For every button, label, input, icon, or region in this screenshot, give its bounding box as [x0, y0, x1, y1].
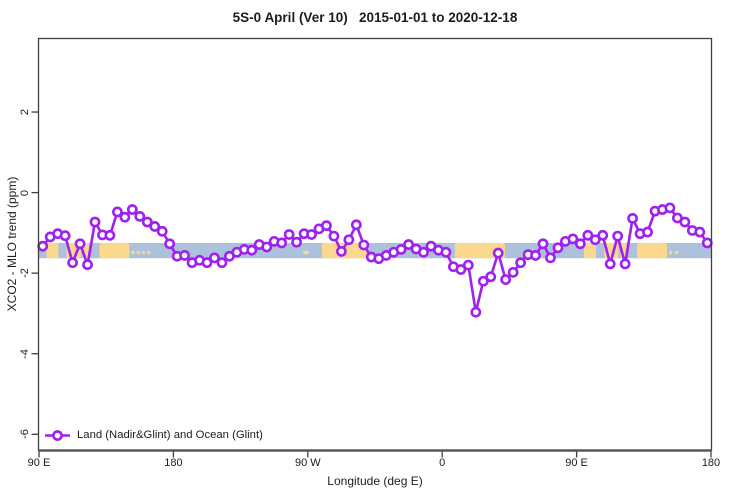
data-point-marker [291, 236, 302, 248]
data-point-marker [149, 221, 161, 232]
data-point-marker [350, 219, 362, 231]
data-point-marker [485, 271, 497, 283]
data-point-marker [335, 246, 347, 257]
map-band-island-speckle [136, 250, 141, 255]
data-point-marker [358, 239, 370, 251]
data-point-marker [455, 264, 467, 275]
data-point-marker [82, 259, 93, 271]
map-band-land-patch [637, 242, 667, 259]
chart-title: 5S-0 April (Ver 10) 2015-01-01 to 2020-1… [232, 10, 518, 25]
data-point-marker [664, 202, 676, 214]
data-point-marker [612, 230, 624, 242]
data-point-marker [74, 238, 86, 250]
data-point-marker [440, 246, 452, 258]
data-point-marker [627, 212, 638, 224]
data-point-marker [597, 229, 609, 241]
map-band-island-speckle [305, 250, 309, 255]
data-point-marker [679, 216, 691, 228]
data-point-marker [104, 229, 116, 241]
data-point-marker [321, 220, 332, 232]
legend-label: Land (Nadir&Glint) and Ocean (Glint) [77, 429, 263, 441]
data-point-marker [328, 230, 340, 242]
data-point-marker [619, 258, 631, 270]
data-point-marker [418, 246, 429, 258]
y-axis-title: XCO2 - MLO trend (ppm) [5, 176, 19, 312]
data-point-marker [492, 247, 504, 259]
data-point-marker [276, 237, 288, 249]
data-point-marker [589, 234, 601, 246]
data-point-marker [156, 225, 168, 237]
data-point-marker [574, 238, 586, 250]
data-point-marker [141, 216, 153, 228]
map-band-land-patch [99, 242, 130, 259]
data-point-marker [477, 275, 489, 287]
data-point-marker [209, 252, 220, 264]
data-point-marker [216, 257, 228, 269]
legend-marker-sample [52, 430, 63, 441]
data-point-marker [246, 244, 258, 256]
data-point-marker [306, 229, 317, 240]
data-point-marker [694, 226, 706, 238]
data-point-marker [567, 233, 579, 245]
y-tick-label: -4 [19, 348, 31, 359]
x-tick-label: 90 W [294, 457, 321, 469]
map-band-land-patch [454, 242, 505, 259]
map-band-island-speckle [141, 250, 146, 255]
data-point-marker [134, 210, 146, 222]
map-band-land-patch [46, 242, 59, 259]
data-point-marker [582, 229, 594, 241]
x-tick-label: 90 E [565, 457, 588, 469]
data-point-marker [604, 258, 616, 270]
data-point-marker [545, 252, 556, 264]
x-tick-label: 90 E [27, 457, 51, 469]
x-tick-label: 180 [701, 457, 721, 469]
map-band-island-speckle [674, 250, 679, 255]
data-point-marker [67, 257, 78, 269]
data-point-marker [126, 204, 138, 215]
data-point-marker [701, 237, 713, 249]
data-point-marker [283, 229, 295, 240]
data-point-marker [470, 306, 482, 318]
data-point-marker [500, 274, 512, 286]
data-point-marker [179, 250, 190, 261]
data-point-marker [403, 239, 414, 250]
data-point-marker [112, 206, 123, 218]
data-point-marker [552, 242, 564, 254]
data-point-marker [343, 234, 355, 246]
map-band-land-patch [584, 242, 597, 259]
data-point-marker [119, 211, 131, 223]
data-point-marker [89, 216, 101, 228]
x-axis-title: Longitude (deg E) [327, 474, 423, 488]
data-point-marker [201, 257, 213, 269]
data-point-marker [395, 243, 407, 255]
data-point-marker [537, 238, 549, 250]
data-point-marker [59, 230, 71, 242]
y-tick-label: 0 [19, 189, 31, 196]
map-band-island-speckle [668, 250, 673, 255]
data-point-marker [515, 257, 526, 269]
x-tick-label: 180 [164, 457, 183, 469]
data-point-marker [530, 250, 541, 261]
data-point-marker [164, 238, 176, 250]
y-tick-label: -6 [19, 429, 31, 440]
y-tick-label: 2 [19, 108, 31, 116]
data-point-marker [261, 241, 273, 253]
data-point-marker [37, 240, 49, 252]
data-point-marker [462, 259, 474, 271]
map-band-island-speckle [131, 250, 135, 255]
y-tick-label: -2 [19, 268, 31, 279]
map-band-island-speckle [147, 250, 151, 255]
data-point-marker [642, 226, 653, 238]
data-point-marker [507, 266, 519, 278]
x-tick-label: 0 [439, 457, 446, 469]
